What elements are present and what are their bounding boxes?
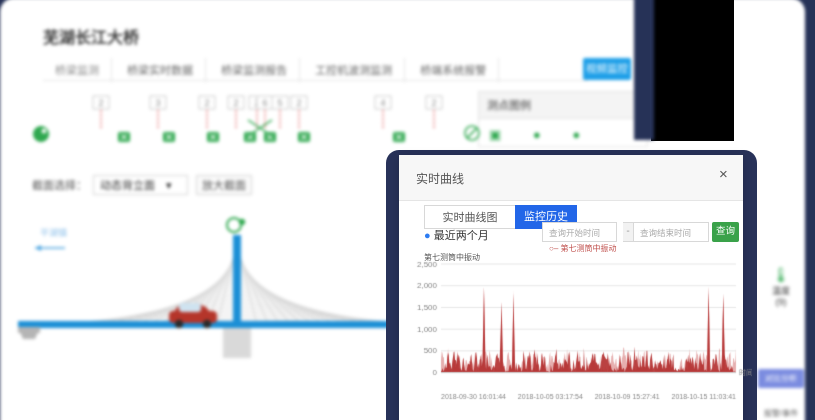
svg-text:4: 4 xyxy=(380,98,385,108)
svg-text:2: 2 xyxy=(233,98,238,108)
svg-text:3: 3 xyxy=(155,98,160,108)
svg-text:2: 2 xyxy=(204,98,209,108)
svg-text:6: 6 xyxy=(262,98,267,108)
svg-text:2: 2 xyxy=(431,98,436,108)
svg-text:5: 5 xyxy=(277,98,282,108)
svg-text:平湖镇: 平湖镇 xyxy=(40,227,67,238)
svg-text:2: 2 xyxy=(98,98,103,108)
svg-text:2: 2 xyxy=(296,98,301,108)
